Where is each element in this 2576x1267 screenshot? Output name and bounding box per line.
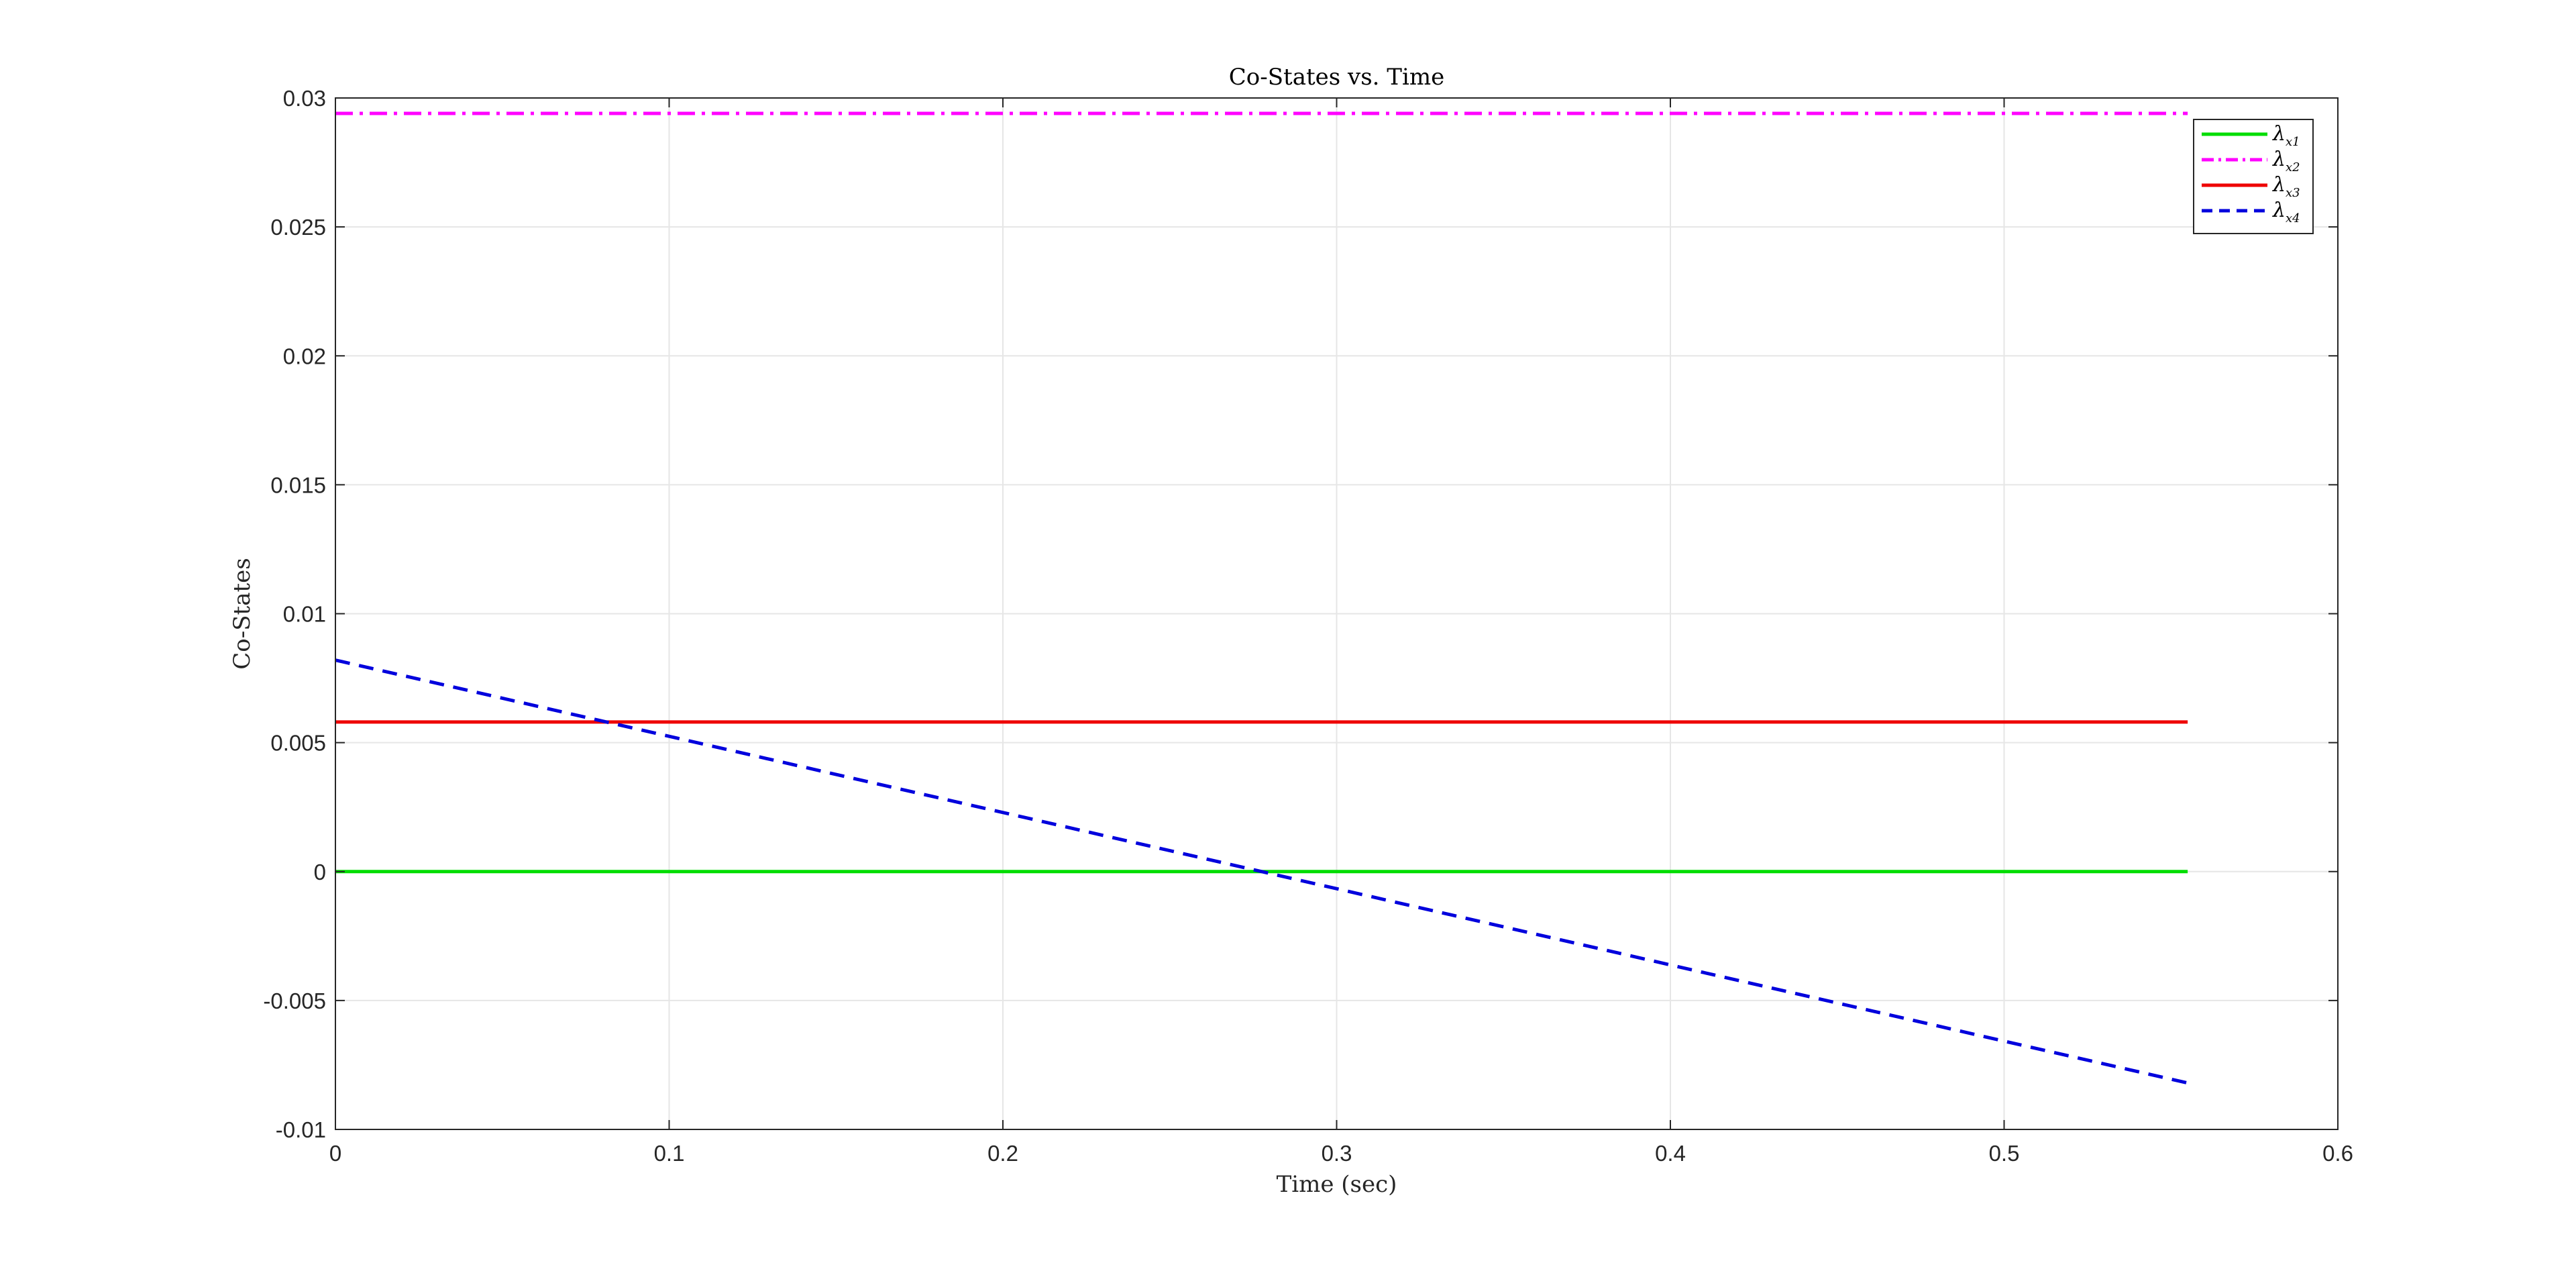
x-tick-label: 0.3 bbox=[1322, 1141, 1352, 1166]
x-tick-label: 0.1 bbox=[654, 1141, 685, 1166]
y-tick-label: -0.01 bbox=[276, 1117, 326, 1142]
chart-title: Co-States vs. Time bbox=[1229, 64, 1444, 91]
y-tick-label: 0.025 bbox=[270, 215, 326, 240]
legend-box bbox=[2193, 119, 2314, 234]
y-tick-label: 0.005 bbox=[270, 731, 326, 756]
series-line-x4 bbox=[335, 658, 2188, 1085]
legend-label-x2: λx2 bbox=[2272, 148, 2300, 174]
x-axis-label: Time (sec) bbox=[1277, 1171, 1397, 1198]
x-tick-label: 0.2 bbox=[987, 1141, 1018, 1166]
x-tick-label: 0 bbox=[329, 1141, 341, 1166]
y-axis-label: Co-States bbox=[229, 558, 256, 669]
y-tick-label: 0.02 bbox=[283, 344, 326, 368]
x-tick-label: 0.4 bbox=[1655, 1141, 1686, 1166]
x-tick-label: 0.6 bbox=[2322, 1141, 2353, 1166]
y-tick-label: 0.015 bbox=[270, 472, 326, 497]
series-lines bbox=[335, 111, 2188, 1085]
y-tick-label: 0.01 bbox=[283, 602, 326, 627]
legend-label-x4: λx4 bbox=[2272, 199, 2300, 225]
legend-label-x1: λx1 bbox=[2272, 122, 2300, 149]
y-tick-label: 0 bbox=[314, 860, 326, 884]
axis-ticks: 0 0.1 0.2 0.3 0.4 0.5 0.6 -0.01 -0.005 0 0.005 0.01… bbox=[263, 86, 2353, 1166]
x-tick-label: 0.5 bbox=[1989, 1141, 2020, 1166]
legend-label-x3: λx3 bbox=[2272, 173, 2300, 200]
y-tick-label: -0.005 bbox=[263, 989, 326, 1013]
y-tick-label: 0.03 bbox=[283, 86, 326, 111]
